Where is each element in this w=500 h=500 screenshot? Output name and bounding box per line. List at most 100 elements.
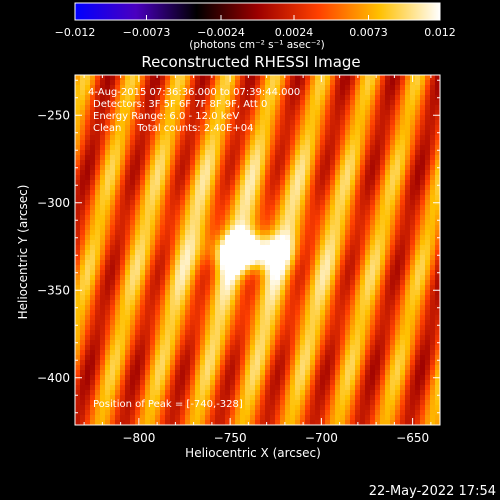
heatmap-cell xyxy=(160,125,166,131)
heatmap-cell xyxy=(390,355,396,361)
heatmap-cell xyxy=(105,150,111,156)
heatmap-cell xyxy=(195,185,201,191)
heatmap-cell xyxy=(395,75,401,81)
heatmap-cell xyxy=(320,355,326,361)
heatmap-cell xyxy=(170,260,176,266)
heatmap-cell xyxy=(295,145,301,151)
heatmap-cell xyxy=(220,95,226,101)
heatmap-cell xyxy=(365,245,371,251)
heatmap-cell xyxy=(130,375,136,381)
heatmap-cell xyxy=(240,375,246,381)
heatmap-cell xyxy=(335,235,341,241)
heatmap-cell xyxy=(115,270,121,276)
heatmap-cell xyxy=(420,250,426,256)
heatmap-cell xyxy=(320,195,326,201)
heatmap-cell xyxy=(85,345,91,351)
heatmap-cell xyxy=(435,180,441,186)
heatmap-cell xyxy=(285,380,291,386)
heatmap-cell xyxy=(385,375,391,381)
heatmap-cell xyxy=(370,180,376,186)
heatmap-cell xyxy=(420,300,426,306)
heatmap-cell xyxy=(295,120,301,126)
heatmap-cell xyxy=(320,205,326,211)
heatmap-cell xyxy=(400,330,406,336)
heatmap-cell xyxy=(375,335,381,341)
heatmap-cell xyxy=(425,230,431,236)
heatmap-cell xyxy=(175,320,181,326)
heatmap-cell xyxy=(385,240,391,246)
heatmap-cell xyxy=(120,275,126,281)
heatmap-cell xyxy=(230,395,236,401)
heatmap-cell xyxy=(275,210,281,216)
heatmap-cell xyxy=(310,90,316,96)
heatmap-cell xyxy=(380,390,386,396)
heatmap-cell xyxy=(315,360,321,366)
heatmap-cell xyxy=(405,280,411,286)
heatmap-cell xyxy=(280,345,286,351)
heatmap-cell xyxy=(95,400,101,406)
heatmap-cell xyxy=(330,195,336,201)
heatmap-cell xyxy=(370,115,376,121)
heatmap-cell xyxy=(320,110,326,116)
heatmap-cell xyxy=(250,395,256,401)
heatmap-cell xyxy=(140,110,146,116)
heatmap-cell xyxy=(325,325,331,331)
heatmap-cell xyxy=(240,100,246,106)
heatmap-cell xyxy=(185,400,191,406)
heatmap-cell xyxy=(190,120,196,126)
heatmap-cell xyxy=(290,155,296,161)
heatmap-cell xyxy=(155,150,161,156)
heatmap-cell xyxy=(220,305,226,311)
heatmap-cell xyxy=(435,75,441,81)
heatmap-cell xyxy=(235,145,241,151)
heatmap-cell xyxy=(265,135,271,141)
heatmap-cell xyxy=(260,205,266,211)
heatmap-cell xyxy=(265,400,271,406)
heatmap-cell xyxy=(395,190,401,196)
heatmap-cell xyxy=(235,395,241,401)
heatmap-cell xyxy=(220,335,226,341)
heatmap-cell xyxy=(225,380,231,386)
heatmap-cell xyxy=(355,145,361,151)
heatmap-cell xyxy=(115,80,121,86)
heatmap-cell xyxy=(95,135,101,141)
heatmap-cell xyxy=(435,175,441,181)
heatmap-cell xyxy=(85,305,91,311)
heatmap-cell xyxy=(395,135,401,141)
heatmap-cell xyxy=(415,250,421,256)
heatmap-cell xyxy=(310,410,316,416)
heatmap-cell xyxy=(345,255,351,261)
heatmap-cell xyxy=(385,200,391,206)
heatmap-cell xyxy=(405,315,411,321)
heatmap-cell xyxy=(435,290,441,296)
heatmap-cell xyxy=(105,200,111,206)
heatmap-cell xyxy=(410,195,416,201)
heatmap-cell xyxy=(150,90,156,96)
heatmap-cell xyxy=(170,400,176,406)
heatmap-cell xyxy=(250,240,256,246)
heatmap-cell xyxy=(195,240,201,246)
heatmap-cell xyxy=(370,360,376,366)
heatmap-cell xyxy=(415,395,421,401)
heatmap-cell xyxy=(400,400,406,406)
heatmap-cell xyxy=(175,205,181,211)
heatmap-cell xyxy=(385,335,391,341)
heatmap-cell xyxy=(250,110,256,116)
heatmap-cell xyxy=(120,390,126,396)
heatmap-cell xyxy=(245,160,251,166)
heatmap-cell xyxy=(210,335,216,341)
heatmap-cell xyxy=(330,125,336,131)
heatmap-cell xyxy=(125,405,131,411)
heatmap-cell xyxy=(120,360,126,366)
heatmap-cell xyxy=(310,170,316,176)
heatmap-cell xyxy=(310,205,316,211)
heatmap-cell xyxy=(230,295,236,301)
heatmap-cell xyxy=(295,315,301,321)
heatmap-cell xyxy=(360,345,366,351)
heatmap-cell xyxy=(105,395,111,401)
heatmap-cell xyxy=(200,185,206,191)
heatmap-cell xyxy=(185,205,191,211)
heatmap-cell xyxy=(225,190,231,196)
heatmap-cell xyxy=(195,275,201,281)
heatmap-cell xyxy=(235,360,241,366)
